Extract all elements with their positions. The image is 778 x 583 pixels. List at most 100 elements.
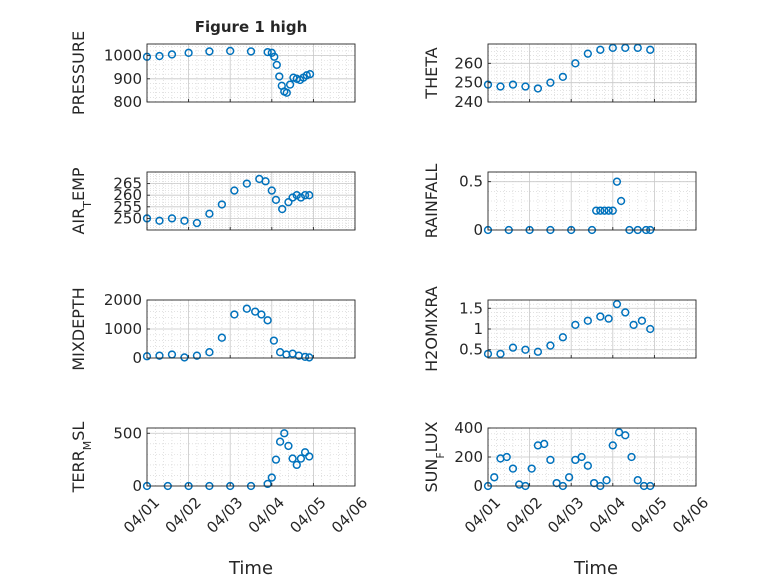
data-point bbox=[527, 464, 536, 473]
x-tick-label: 04/06 bbox=[328, 494, 371, 537]
data-point bbox=[305, 191, 314, 200]
data-point bbox=[305, 70, 315, 79]
plot-area bbox=[488, 44, 696, 102]
data-point bbox=[263, 47, 272, 57]
y-tick-label: 0.5 bbox=[459, 341, 483, 359]
data-point bbox=[263, 316, 272, 325]
y-tick-label: 250 bbox=[454, 74, 483, 92]
data-point bbox=[533, 347, 543, 356]
data-point bbox=[246, 47, 256, 56]
x-tick-label: 04/03 bbox=[203, 494, 246, 537]
plot-area bbox=[147, 172, 355, 230]
data-point bbox=[275, 72, 284, 81]
data-point bbox=[288, 193, 297, 202]
data-point bbox=[230, 310, 239, 319]
data-point bbox=[285, 80, 295, 89]
data-point bbox=[621, 43, 630, 53]
x-tick-label: 04/01 bbox=[120, 494, 163, 537]
data-point bbox=[490, 473, 499, 482]
y-axis-label-8: SUNFLUX bbox=[422, 421, 447, 492]
y-axis-label-1: PRESSURE bbox=[69, 31, 88, 115]
y-tick-label: 1 bbox=[473, 320, 483, 338]
data-point bbox=[296, 193, 306, 202]
data-point bbox=[217, 333, 227, 342]
data-point bbox=[167, 50, 177, 59]
data-point bbox=[633, 476, 642, 485]
data-point bbox=[282, 88, 291, 97]
data-point bbox=[633, 43, 642, 53]
y-tick-label: 1.5 bbox=[459, 299, 483, 317]
data-point bbox=[621, 308, 630, 317]
data-point bbox=[637, 316, 647, 325]
data-point bbox=[184, 48, 193, 57]
data-point bbox=[596, 312, 605, 321]
x-tick-label: 04/01 bbox=[461, 494, 504, 537]
data-point bbox=[300, 448, 310, 457]
data-point bbox=[300, 191, 310, 200]
data-point bbox=[564, 473, 574, 482]
data-point bbox=[305, 452, 314, 461]
data-point bbox=[305, 353, 314, 362]
x-tick-label: 04/03 bbox=[544, 494, 587, 537]
data-point bbox=[621, 431, 630, 440]
subplot-6: 0.5 1 1.5 H2OMIXRA bbox=[422, 286, 697, 372]
x-tick-label: 04/04 bbox=[586, 494, 629, 537]
x-tick-label: 04/05 bbox=[286, 494, 329, 537]
x-axis-label-left: Time bbox=[228, 558, 273, 579]
data-point bbox=[180, 353, 189, 362]
data-point bbox=[533, 84, 543, 93]
data-point bbox=[496, 82, 505, 91]
data-point bbox=[226, 46, 235, 56]
data-point bbox=[596, 45, 605, 54]
data-point bbox=[602, 476, 611, 485]
y-axis-label-5: MIXDEPTH bbox=[69, 287, 88, 370]
data-point bbox=[612, 177, 622, 186]
y-tick-label: 260 bbox=[113, 186, 142, 204]
y-tick-label: 500 bbox=[113, 424, 142, 442]
subplot-5: 0 1000 2000 MIXDEPTH bbox=[69, 287, 356, 371]
data-point bbox=[270, 52, 279, 61]
data-point bbox=[167, 214, 177, 223]
data-point bbox=[583, 49, 592, 58]
plot-area bbox=[147, 428, 355, 486]
y-tick-label: 240 bbox=[454, 93, 483, 111]
y-tick-label: 0.5 bbox=[459, 173, 483, 191]
data-point bbox=[155, 216, 164, 225]
x-tick-label: 04/02 bbox=[503, 494, 546, 537]
data-point bbox=[616, 196, 626, 206]
y-tick-label: 0 bbox=[473, 221, 483, 239]
axes-box bbox=[146, 43, 356, 103]
axes-box bbox=[146, 427, 356, 487]
data-point bbox=[296, 454, 306, 463]
data-point bbox=[604, 206, 613, 215]
data-point bbox=[242, 179, 251, 188]
data-point bbox=[278, 204, 287, 214]
data-point bbox=[284, 198, 293, 207]
figure-title: Figure 1 high bbox=[195, 18, 308, 36]
data-point bbox=[267, 473, 276, 482]
y-tick-label: 1000 bbox=[104, 320, 142, 338]
data-point bbox=[592, 206, 601, 215]
data-point bbox=[230, 186, 239, 195]
data-point bbox=[612, 299, 622, 309]
data-point bbox=[269, 336, 279, 345]
data-point bbox=[267, 186, 276, 195]
data-point bbox=[521, 345, 530, 354]
data-point bbox=[546, 341, 555, 350]
data-point bbox=[583, 461, 592, 470]
x-tick-label: 04/04 bbox=[245, 494, 288, 537]
data-point bbox=[571, 59, 580, 68]
data-point bbox=[577, 452, 586, 462]
data-point bbox=[629, 320, 638, 330]
axes-box bbox=[487, 43, 697, 103]
y-tick-label: 2000 bbox=[104, 291, 142, 309]
y-axis-label-3: AIRTEMP bbox=[69, 167, 94, 234]
data-point bbox=[155, 51, 164, 61]
data-point bbox=[608, 441, 617, 450]
data-point bbox=[496, 349, 505, 359]
data-point bbox=[521, 82, 530, 91]
data-point bbox=[192, 351, 202, 360]
data-point bbox=[288, 454, 297, 463]
data-point bbox=[271, 195, 281, 204]
